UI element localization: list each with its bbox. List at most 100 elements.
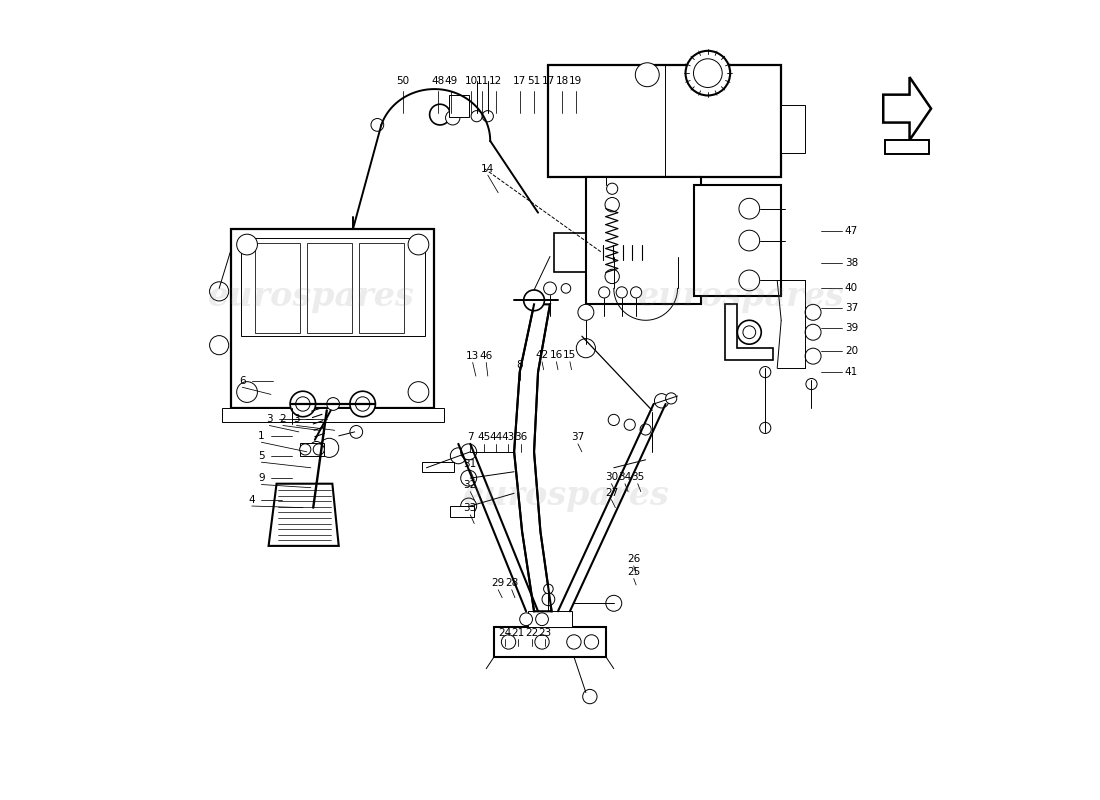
Circle shape — [482, 110, 494, 122]
Circle shape — [561, 284, 571, 293]
Text: 19: 19 — [569, 76, 582, 86]
Text: 1: 1 — [258, 431, 265, 441]
Text: 43: 43 — [502, 433, 515, 442]
Text: 37: 37 — [845, 303, 858, 314]
Circle shape — [598, 286, 609, 298]
Text: 22: 22 — [525, 628, 538, 638]
Circle shape — [605, 270, 619, 284]
Polygon shape — [693, 185, 781, 296]
Text: 3: 3 — [294, 414, 300, 424]
Text: 37: 37 — [571, 433, 584, 442]
Circle shape — [210, 282, 229, 301]
Bar — [781, 105, 805, 153]
Text: 17: 17 — [513, 76, 526, 86]
Text: 18: 18 — [556, 76, 569, 86]
Bar — [359, 243, 404, 333]
Circle shape — [210, 336, 229, 354]
Text: 20: 20 — [845, 346, 858, 355]
Circle shape — [805, 324, 821, 340]
Text: 31: 31 — [464, 458, 477, 469]
Circle shape — [605, 198, 619, 212]
Circle shape — [371, 118, 384, 131]
Text: 13: 13 — [466, 351, 480, 361]
Circle shape — [739, 230, 760, 251]
Circle shape — [636, 62, 659, 86]
Text: 17: 17 — [542, 76, 556, 86]
Circle shape — [578, 304, 594, 320]
Bar — [422, 462, 454, 472]
Text: 8: 8 — [516, 360, 522, 370]
Polygon shape — [883, 77, 931, 140]
Bar — [307, 243, 352, 333]
Circle shape — [600, 185, 613, 198]
Circle shape — [502, 634, 516, 649]
Text: 47: 47 — [845, 226, 858, 236]
Circle shape — [685, 51, 730, 95]
Text: 9: 9 — [258, 473, 265, 483]
Text: 34: 34 — [618, 472, 631, 482]
Circle shape — [290, 391, 316, 417]
Circle shape — [461, 498, 476, 514]
Text: eurospares: eurospares — [208, 280, 415, 313]
Circle shape — [543, 282, 557, 294]
Text: 10: 10 — [464, 76, 477, 86]
Text: 44: 44 — [490, 433, 503, 442]
Text: 5: 5 — [258, 451, 265, 461]
Text: 15: 15 — [563, 350, 576, 360]
Circle shape — [630, 286, 641, 298]
Text: 28: 28 — [505, 578, 518, 588]
Text: 46: 46 — [480, 351, 493, 361]
Circle shape — [350, 426, 363, 438]
Circle shape — [624, 419, 636, 430]
Polygon shape — [554, 233, 602, 273]
Bar — [884, 140, 930, 154]
Circle shape — [806, 378, 817, 390]
Text: 23: 23 — [539, 628, 552, 638]
Circle shape — [296, 397, 310, 411]
Circle shape — [606, 183, 618, 194]
Text: 26: 26 — [627, 554, 640, 565]
Text: 4: 4 — [249, 494, 255, 505]
Circle shape — [446, 110, 460, 125]
Circle shape — [608, 414, 619, 426]
Circle shape — [739, 198, 760, 219]
Text: 39: 39 — [845, 323, 858, 334]
Polygon shape — [268, 484, 339, 546]
Circle shape — [236, 382, 257, 402]
Polygon shape — [514, 304, 551, 611]
Circle shape — [805, 348, 821, 364]
Circle shape — [450, 448, 466, 464]
Circle shape — [535, 634, 549, 649]
Text: 12: 12 — [490, 76, 503, 86]
Text: 30: 30 — [605, 472, 618, 482]
Circle shape — [310, 442, 322, 454]
Circle shape — [616, 286, 627, 298]
Text: 24: 24 — [498, 628, 512, 638]
Text: 27: 27 — [605, 488, 618, 498]
Circle shape — [430, 104, 450, 125]
Polygon shape — [231, 229, 434, 408]
Circle shape — [742, 326, 756, 338]
Circle shape — [314, 444, 324, 455]
Circle shape — [666, 393, 676, 404]
Circle shape — [543, 584, 553, 594]
Text: 14: 14 — [481, 164, 494, 174]
Text: 3: 3 — [266, 414, 273, 424]
Text: 25: 25 — [627, 567, 640, 578]
Circle shape — [355, 397, 370, 411]
Text: 36: 36 — [514, 433, 527, 442]
Text: 33: 33 — [464, 503, 477, 514]
Circle shape — [519, 613, 532, 626]
Text: eurospares: eurospares — [463, 479, 669, 512]
Bar — [255, 243, 300, 333]
Text: 11: 11 — [475, 76, 488, 86]
Bar — [241, 238, 425, 336]
Text: 40: 40 — [845, 282, 858, 293]
Polygon shape — [586, 177, 702, 304]
Circle shape — [408, 382, 429, 402]
Circle shape — [693, 58, 723, 87]
Polygon shape — [221, 408, 444, 422]
Text: eurospares: eurospares — [638, 280, 845, 313]
Text: 2: 2 — [279, 414, 286, 424]
Text: 51: 51 — [527, 76, 541, 86]
